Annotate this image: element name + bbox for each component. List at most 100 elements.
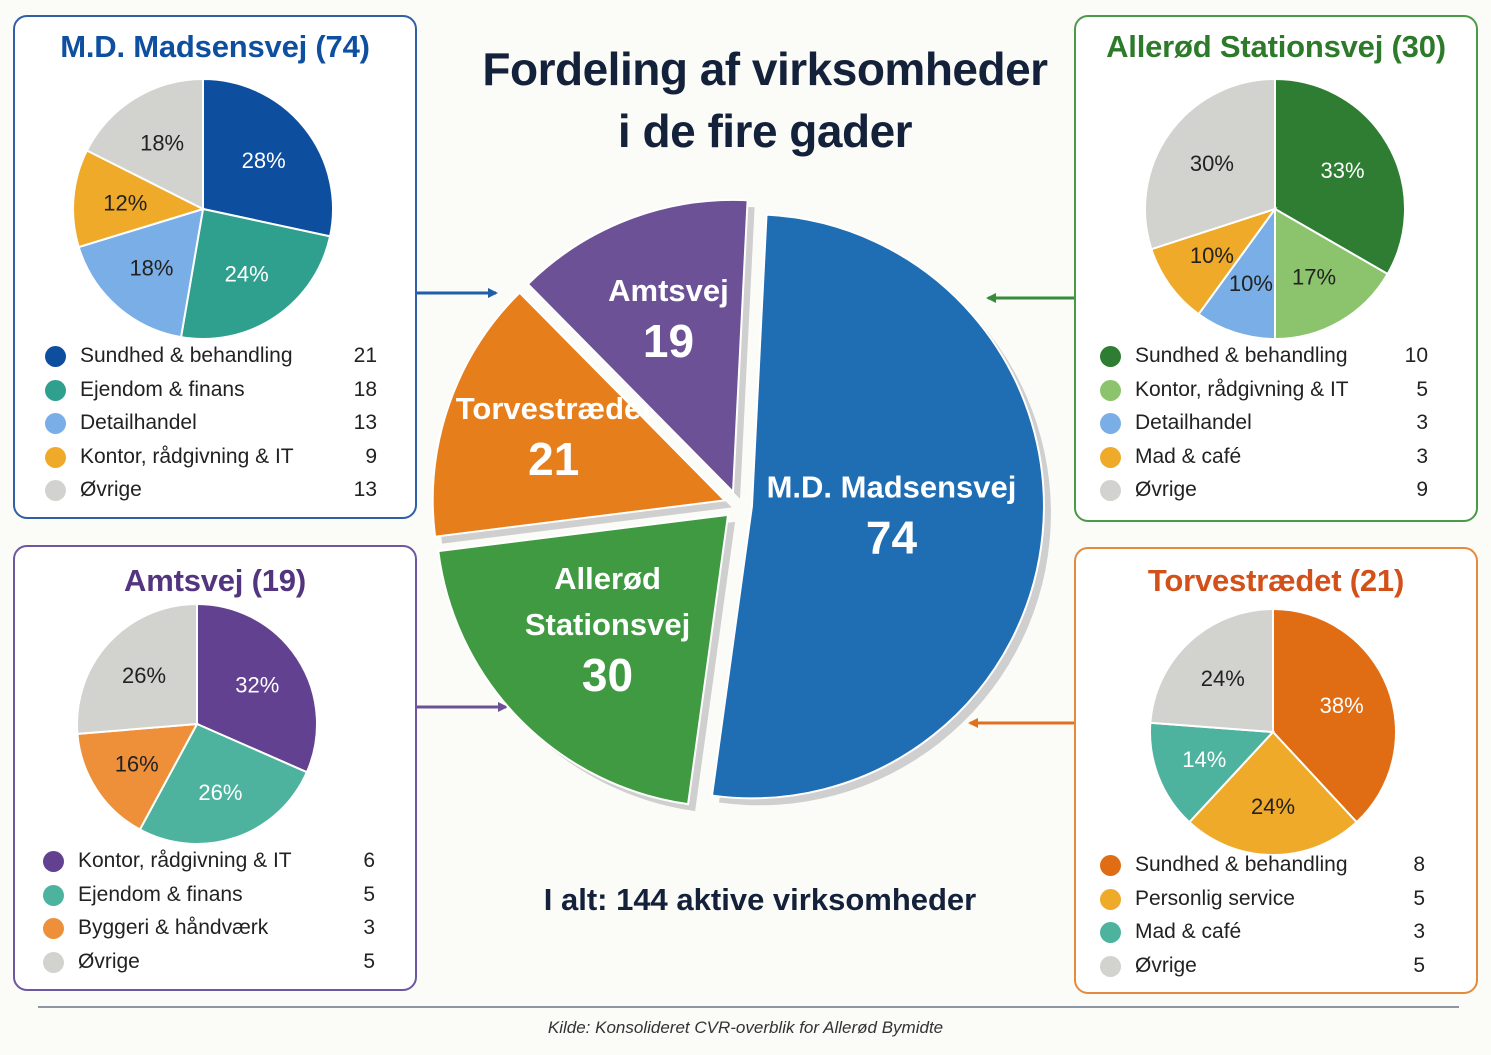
legend-label: Sundhed & behandling <box>80 344 293 367</box>
main-slice-label-aller-d-stationsvej-1: Stationsvej <box>525 607 690 642</box>
main-slice-amtsvej <box>526 198 749 495</box>
legend-label: Øvrige <box>1135 953 1197 977</box>
legend-label: Detailhandel <box>80 411 197 434</box>
legend-swatch <box>45 446 66 468</box>
slice-vrige <box>85 77 204 211</box>
legend-swatch <box>43 884 64 906</box>
pie-amtsvej: 32% 26% 16% 26% <box>76 602 318 845</box>
main-slice-value-aller-d-stationsvej: 30 <box>582 649 633 701</box>
slice-label-personlig-service: 24% <box>1251 794 1295 819</box>
legend-label: Ejendom & finans <box>80 377 245 401</box>
legend-item-kontor-r-dgivning-it: Kontor, rådgivning & IT 5 <box>1100 373 1428 407</box>
legend-value: 5 <box>363 949 375 973</box>
main-slice-aller-d-stationsvej <box>437 513 730 806</box>
legend-value: 9 <box>1416 478 1428 501</box>
slice-label-detailhandel: 10% <box>1229 271 1273 296</box>
legend-value: 13 <box>353 411 377 434</box>
slice-label-byggeri-h-ndv-rk: 16% <box>115 751 159 776</box>
legend-label: Ejendom & finans <box>78 882 243 906</box>
slice-label-ejendom-finans: 26% <box>198 780 242 805</box>
main-title-line-2: i de fire gader <box>617 105 913 157</box>
slice-label-detailhandel: 18% <box>129 256 173 281</box>
legend-value: 21 <box>353 344 377 367</box>
legend-item-byggeri-h-ndv-rk: Byggeri & håndværk 3 <box>43 911 375 945</box>
slice-vrige <box>1149 607 1274 734</box>
pie-stationsvej: 33% 17% 10% 10% 30% <box>1144 77 1406 341</box>
panel-stationsvej: Allerød Stationsvej (30) 33% 17% 10% 10% 30%… <box>1074 15 1478 522</box>
slice-ejendom-finans <box>179 207 332 340</box>
main-slice-label-torvestr-det-0: Torvestrædet <box>456 391 652 426</box>
legend-label: Byggeri & håndværk <box>78 916 269 939</box>
total-count: I alt: 144 aktive virksomheder <box>543 882 977 917</box>
legend-swatch <box>1100 888 1121 910</box>
slice-label-vrige: 26% <box>122 663 166 688</box>
legend-label: Øvrige <box>1135 478 1197 501</box>
slice-personlig-service <box>1187 730 1359 856</box>
main-slice-torvestr-det <box>431 291 727 538</box>
legend-label: Øvrige <box>78 949 140 973</box>
legend-item-vrige: Øvrige 5 <box>43 945 375 979</box>
slice-detailhandel <box>77 207 205 339</box>
slice-mad-caf <box>1149 721 1276 824</box>
slice-label-ejendom-finans: 24% <box>225 262 269 287</box>
legend-value: 9 <box>365 444 377 468</box>
legend-swatch <box>1100 446 1121 468</box>
slice-label-kontor-r-dgivning-it: 12% <box>103 190 147 215</box>
legend-item-sundhed-behandling: Sundhed & behandling 10 <box>1100 339 1428 373</box>
slice-kontor-r-dgivning-it <box>1274 207 1389 341</box>
legend-label: Sundhed & behandling <box>1135 344 1348 367</box>
legend-swatch <box>1100 955 1121 977</box>
slice-sundhed-behandling <box>1272 607 1397 824</box>
legend-label: Mad & café <box>1135 920 1242 943</box>
panel-madsensvej: M.D. Madsensvej (74) 28% 24% 18% 12% 18% Sun… <box>13 15 417 519</box>
legend-label: Øvrige <box>80 478 142 501</box>
legend-item-kontor-r-dgivning-it: Kontor, rådgivning & IT 9 <box>45 440 377 474</box>
main-slice-label-aller-d-stationsvej-0: Allerød <box>554 561 661 596</box>
legend-value: 3 <box>1416 444 1428 468</box>
legend-swatch <box>43 851 64 872</box>
main-title-line-1: Fordeling af virksomheder <box>482 43 1048 95</box>
legend-swatch <box>1100 379 1121 401</box>
legend-label: Mad & café <box>1135 444 1242 468</box>
legend-label: Detailhandel <box>1135 411 1252 434</box>
legend-item-kontor-r-dgivning-it: Kontor, rådgivning & IT 6 <box>43 844 375 878</box>
legend-item-vrige: Øvrige 9 <box>1100 473 1428 507</box>
main-slice-label-m-d-madsensvej-0: M.D. Madsensvej <box>767 469 1017 504</box>
legend-item-detailhandel: Detailhandel 3 <box>1100 406 1428 440</box>
slice-mad-caf <box>1150 207 1278 316</box>
legend-label: Sundhed & behandling <box>1135 853 1348 876</box>
legend-label: Kontor, rådgivning & IT <box>1135 377 1349 401</box>
panel-amtsvej: Amtsvej (19) 32% 26% 16% 26% Kontor, rådgiv… <box>13 545 417 991</box>
slice-sundhed-behandling <box>1274 77 1406 276</box>
legend-value: 5 <box>1413 886 1425 910</box>
legend-value: 8 <box>1413 853 1425 876</box>
legend-swatch <box>45 413 66 434</box>
main-slice-value-amtsvej: 19 <box>643 315 694 367</box>
legend-item-mad-caf: Mad & café 3 <box>1100 440 1428 474</box>
legend-item-sundhed-behandling: Sundhed & behandling 8 <box>1100 848 1425 882</box>
panel-title: Amtsvej (19) <box>124 563 306 598</box>
legend-swatch <box>1100 346 1121 367</box>
legend-item-vrige: Øvrige 13 <box>45 473 377 507</box>
legend-swatch <box>1100 922 1121 943</box>
legend-item-sundhed-behandling: Sundhed & behandling 21 <box>45 339 377 373</box>
legend-value: 5 <box>1416 377 1428 401</box>
panel-title: Allerød Stationsvej (30) <box>1106 29 1446 64</box>
legend-swatch <box>45 480 66 501</box>
slice-label-sundhed-behandling: 38% <box>1320 693 1364 718</box>
slice-label-mad-caf: 10% <box>1190 243 1234 268</box>
slice-label-sundhed-behandling: 33% <box>1321 158 1365 183</box>
legend-swatch <box>43 918 64 939</box>
legend-label: Kontor, rådgivning & IT <box>80 444 294 468</box>
slice-label-kontor-r-dgivning-it: 32% <box>235 673 279 698</box>
legend-value: 3 <box>1413 920 1425 943</box>
slice-sundhed-behandling <box>202 77 334 238</box>
legend-value: 13 <box>353 478 377 501</box>
legend-value: 10 <box>1404 344 1428 367</box>
main-slice-value-m-d-madsensvej: 74 <box>866 511 918 563</box>
slice-label-kontor-r-dgivning-it: 17% <box>1292 265 1336 290</box>
main-slice-value-torvestr-det: 21 <box>528 433 579 485</box>
legend-item-detailhandel: Detailhandel 13 <box>45 406 377 440</box>
legend-amtsvej: Kontor, rådgivning & IT 6 Ejendom & finans… <box>43 844 375 978</box>
